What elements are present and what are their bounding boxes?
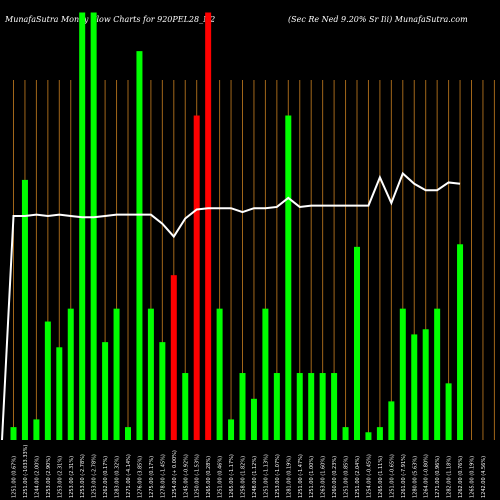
x-tick-label: 1248.00 (1.12%) [252,456,258,498]
bar-up [44,321,51,440]
bar-up [125,427,131,440]
x-tick-label: 1253.00 (-1.07%) [275,454,281,498]
bar-up [216,308,223,440]
bar-up [308,373,315,440]
x-tick-label: 1253.00 (2.90%) [46,456,52,498]
bar-up [10,427,17,440]
bar-up [228,419,235,440]
x-tick-label: 1253.00 (-2.78%) [80,454,86,498]
bar-up [445,383,452,440]
bar-up [354,246,360,440]
bar-up [273,373,280,440]
bar-up [434,308,441,440]
bar-up [422,329,429,440]
x-tick-label: 1262.00 (0.17%) [103,456,109,498]
x-tick-label: 1251.00 (1.00%) [309,456,315,498]
bar-down [170,275,177,440]
x-tick-label: 1280.00 (5.63%) [412,456,418,498]
x-tick-label: 1276.00 (3.85%) [137,456,143,498]
bar-up [79,12,86,440]
x-tick-label: 1275.00 (0.17%) [149,456,155,498]
bar-up [102,342,109,440]
chart-title: MunafaSutra Money Flow Charts for 920PEL… [5,15,216,24]
bar-up [388,401,395,440]
x-tick-label: 1244.00 (2.00%) [34,456,40,498]
bar-up [342,427,349,440]
bar-up [457,244,464,440]
x-tick-label: 1265.00 (0.19%) [470,456,476,498]
x-tick-label: 1263.00 (1.60%) [321,456,327,498]
x-tick-label: 1242.00 (4.56%) [481,456,487,498]
x-tick-label: 1251.00 (2.04%) [355,456,361,498]
x-tick-label: 1262.00 (0.76%) [458,456,464,498]
x-tick-label: 1271.00 (0.96%) [435,456,441,498]
bar-up [56,347,63,440]
bar-up [239,373,246,440]
bar-up [365,432,372,440]
x-tick-label: 1253.00 (2.31%) [69,456,75,498]
x-tick-label: 1251.00 (-1.13%) [263,454,269,498]
x-tick-label: 1271.00 (-4.14%) [126,454,132,498]
x-tick-label: 1265.00 (0.28%) [206,456,212,498]
bar-up [285,115,292,440]
x-tick-label: 1254.00 (-0.45%) [366,454,372,498]
x-tick-label: 1281.00 (0.19%) [286,456,292,498]
bar-up [113,308,120,440]
x-tick-label: 1254.00 (+ 0.00%) [172,450,178,498]
bar-down [193,115,200,440]
bar-up [411,334,418,440]
x-tick-label: 1253.00 (-2.78%) [92,454,98,498]
bar-up [376,427,383,440]
bar-up [296,373,303,440]
x-tick-label: 1261.00 (-7.91%) [401,454,407,498]
bar-up [90,12,97,440]
x-tick-label: 1251.00 (-0.65%) [389,454,395,498]
bar-up [182,373,189,440]
x-tick-label: 1260.00 (0.23%) [332,456,338,498]
bar-up [147,308,154,440]
x-tick-label: 1278.00 (-1.45%) [160,454,166,498]
x-tick-label: 1283.00 (0.32%) [115,456,121,498]
x-tick-label: 1250.00 (-1.53%) [195,454,201,498]
x-tick-label: 1251.00 (-1.47%) [298,454,304,498]
x-tick-label: 1264.00 (-0.80%) [424,454,430,498]
bar-up [136,51,143,441]
bar-up [159,342,166,440]
x-tick-label: 1251.00 (0.85%) [344,456,350,498]
bar-up [250,398,257,440]
x-tick-label: 1251.00 (-1033.33%) [23,445,29,498]
x-tick-label: 1245.00 (-0.92%) [183,454,189,498]
x-tick-label: 1265.00 (-1.17%) [229,454,235,498]
bar-down [205,12,212,440]
x-tick-label: 1258.00 (1.82%) [241,456,247,498]
bar-up [319,373,326,440]
x-tick-label: 1265.00 (1.11%) [378,456,384,498]
series-line [1,171,461,441]
bar-up [331,373,338,440]
bar-up [33,419,40,440]
chart-subtitle: (Sec Re Ned 9.20% Sr Iii) MunafaSutra.co… [288,15,468,24]
x-tick-label: 1253.00 (2.31%) [57,456,63,498]
x-tick-label: 1282.00 (1.18%) [447,456,453,498]
bar-up [262,308,269,440]
bar-up [21,179,28,440]
bar-up [399,308,406,440]
x-tick-label: 1251.00 (0.67%) [12,456,18,498]
bar-up [67,308,74,440]
x-tick-label: 1251.00 (0.46%) [218,456,224,498]
